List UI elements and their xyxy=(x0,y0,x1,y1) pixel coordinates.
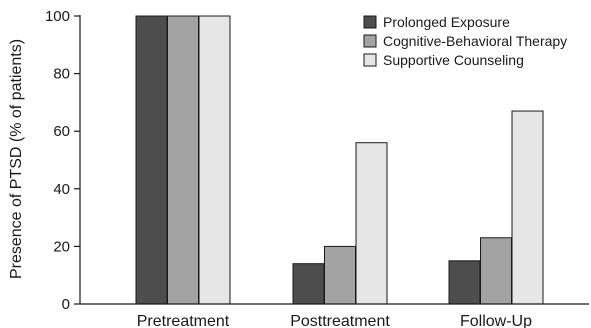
axes-group: Pretreatment Posttreatment Follow-Up 0 20 40 6… xyxy=(45,8,589,328)
legend-label: Supportive Counseling xyxy=(383,52,524,68)
y-tick-label: 20 xyxy=(53,238,70,255)
y-axis-label: Presence of PTSD (% of patients) xyxy=(8,39,25,279)
bar-pretreatment-1 xyxy=(135,15,168,305)
legend-swatch xyxy=(363,34,377,48)
y-tick-label: 0 xyxy=(62,296,70,313)
legend-label: Prolonged Exposure xyxy=(383,14,510,30)
bars-group xyxy=(135,15,544,305)
y-tick-label: 80 xyxy=(53,66,70,83)
x-tick-label: Posttreatment xyxy=(290,313,390,328)
bar-posttreatment-2 xyxy=(324,245,356,305)
bar-pretreatment-2 xyxy=(167,15,199,305)
legend: Prolonged Exposure Cognitive-Behavioral T… xyxy=(363,14,567,68)
legend-swatch xyxy=(363,53,377,67)
x-tick-label: Pretreatment xyxy=(137,313,230,328)
y-tick-label: 60 xyxy=(53,123,70,140)
bar-follow-up-1 xyxy=(448,260,481,305)
x-tick-label: Follow-Up xyxy=(460,313,532,328)
y-tick-label: 100 xyxy=(45,8,70,25)
bar-posttreatment-3 xyxy=(355,142,388,305)
bar-follow-up-3 xyxy=(511,110,544,305)
legend-swatch xyxy=(363,15,377,29)
legend-label: Cognitive-Behavioral Therapy xyxy=(383,33,567,49)
y-tick-label: 40 xyxy=(53,181,70,198)
bar-follow-up-2 xyxy=(480,237,512,305)
bar-pretreatment-3 xyxy=(198,15,231,305)
bar-posttreatment-1 xyxy=(292,263,325,305)
